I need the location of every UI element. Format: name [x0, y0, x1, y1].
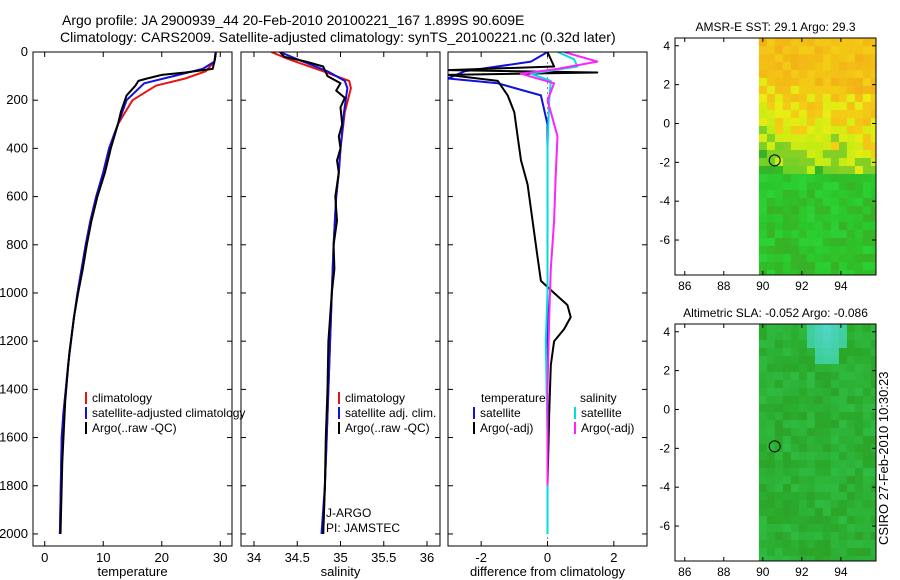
- map-x-tick-label: 86: [678, 565, 692, 579]
- map-y-tick-label: 0: [663, 402, 670, 416]
- legend-label: Argo(-adj): [581, 421, 634, 435]
- sst-map-argo-marker: [768, 154, 781, 167]
- map-y-tick-label: 4: [663, 325, 670, 339]
- x-tick-label: 34: [247, 550, 261, 565]
- series-satellite-adj-clim: [279, 52, 349, 535]
- x-tick-label: 35: [333, 550, 347, 565]
- series-climatology: [58, 52, 218, 535]
- legend-panel-3: temperaturesatelliteArgo(-adj)salinitysa…: [473, 391, 634, 435]
- y-tick-label: 1200: [0, 333, 28, 348]
- x-axis-label: salinity: [321, 564, 361, 579]
- legend-group-title: salinity: [580, 391, 617, 405]
- series-satellite-adjusted-climatology: [58, 52, 217, 535]
- legend-group-title: temperature: [481, 391, 546, 405]
- y-tick-label: 1400: [0, 381, 28, 396]
- series-argo-raw-qc: [59, 53, 217, 535]
- y-tick-label: 2000: [0, 526, 28, 541]
- sst-map-frame: [674, 37, 877, 276]
- sst-map-title: AMSR-E SST: 29.1 Argo: 29.3: [695, 20, 855, 34]
- x-axis-label: difference from climatology: [470, 564, 626, 579]
- series-argo-raw-qc: [279, 52, 346, 535]
- map-y-tick-label: 2: [663, 364, 670, 378]
- legend-label: Argo(..raw -QC): [345, 421, 430, 435]
- x-axis-label: temperature: [97, 564, 167, 579]
- legend-label: climatology: [92, 391, 152, 405]
- map-y-tick-label: -4: [659, 480, 670, 494]
- panel-2-frame: [240, 51, 441, 547]
- series-climatology: [270, 52, 352, 535]
- map-y-tick-label: 0: [663, 116, 670, 130]
- map-y-tick-label: -6: [659, 233, 670, 247]
- map-y-tick-label: 2: [663, 78, 670, 92]
- x-tick-label: 30: [213, 550, 227, 565]
- y-tick-label: 1000: [0, 285, 28, 300]
- profile-panel-3-lines: [448, 52, 599, 546]
- map-x-tick-label: 88: [717, 279, 731, 293]
- map-x-tick-label: 90: [756, 279, 770, 293]
- legend-label: climatology: [345, 391, 405, 405]
- x-tick-label: 36: [420, 550, 434, 565]
- header-line-1: Argo profile: JA 2900939_44 20-Feb-2010 …: [62, 12, 525, 28]
- x-tick-label: 2: [610, 550, 617, 565]
- map-y-tick-label: -4: [659, 194, 670, 208]
- x-tick-label: 35.5: [371, 550, 396, 565]
- map-x-tick-label: 92: [795, 279, 809, 293]
- y-tick-label: 0: [21, 44, 28, 59]
- legend-label: Argo(..raw -QC): [92, 421, 177, 435]
- sla-map-field: [758, 324, 877, 562]
- map-x-tick-label: 94: [834, 279, 848, 293]
- y-tick-label: 600: [6, 189, 28, 204]
- x-tick-label: 0: [41, 550, 48, 565]
- x-tick-label: 34.5: [285, 550, 310, 565]
- y-tick-label: 800: [6, 237, 28, 252]
- legend-label: satellite: [480, 406, 521, 420]
- annotation-pi: PI: JAMSTEC: [326, 521, 400, 535]
- x-tick-label: 10: [96, 550, 110, 565]
- header-line-2: Climatology: CARS2009. Satellite-adjuste…: [60, 29, 616, 45]
- map-x-tick-label: 86: [678, 279, 692, 293]
- map-y-tick-label: -2: [659, 441, 670, 455]
- legend-label: satellite-adjusted climatology: [92, 406, 245, 420]
- map-x-tick-label: 92: [795, 565, 809, 579]
- sla-map-argo-marker: [768, 440, 781, 453]
- profile-panel-2-lines: [270, 52, 352, 535]
- map-x-tick-label: 94: [834, 565, 848, 579]
- sla-map-title: Altimetric SLA: -0.052 Argo: -0.086: [683, 306, 868, 320]
- side-label-text: CSIRO 27-Feb-2010 10:30:23: [876, 371, 891, 545]
- x-tick-label: 0: [544, 550, 551, 565]
- map-y-tick-label: -6: [659, 519, 670, 533]
- legend-label: satellite: [581, 406, 622, 420]
- y-tick-label: 200: [6, 92, 28, 107]
- annotation-program: J-ARGO: [326, 506, 371, 520]
- profile-panel-1-lines: [58, 52, 218, 535]
- y-tick-label: 1800: [0, 478, 28, 493]
- x-tick-label: 20: [155, 550, 169, 565]
- sst-map-field: [758, 38, 877, 276]
- map-y-tick-label: 4: [663, 39, 670, 53]
- panel-1-frame: [32, 51, 233, 547]
- series-temperature-satellite: [448, 52, 549, 534]
- map-y-tick-label: -2: [659, 155, 670, 169]
- y-tick-label: 400: [6, 140, 28, 155]
- legend-label: satellite adj. clim.: [345, 406, 436, 420]
- legend-label: Argo(-adj): [480, 421, 533, 435]
- map-x-tick-label: 88: [717, 565, 731, 579]
- sla-map-frame: [674, 323, 877, 562]
- series-temperature-argo-adj: [448, 52, 599, 534]
- map-x-tick-label: 90: [756, 565, 770, 579]
- y-tick-label: 1600: [0, 430, 28, 445]
- series-salinity-argo-adj: [520, 52, 599, 486]
- x-tick-label: -2: [475, 550, 487, 565]
